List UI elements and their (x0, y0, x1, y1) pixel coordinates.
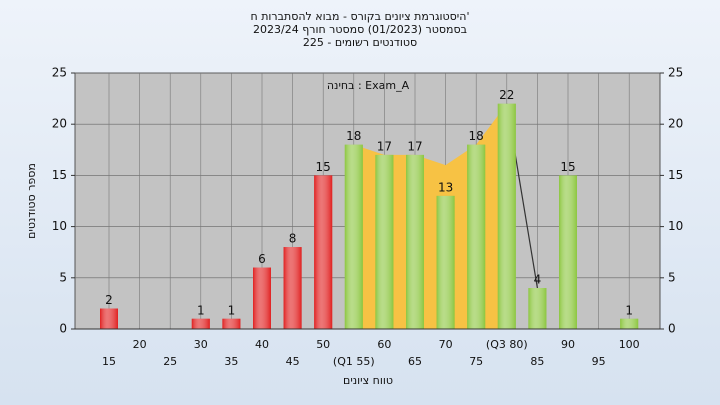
x-tick-label: 90 (561, 338, 575, 351)
data-label: 17 (407, 139, 422, 153)
data-label: 6 (258, 252, 266, 266)
data-label: 2 (105, 293, 113, 307)
y-tick-label: 5 (59, 270, 67, 284)
data-label: 15 (560, 160, 575, 174)
x-tick-label: 30 (194, 338, 208, 351)
data-label: 4 (534, 273, 542, 287)
x-tick-label: 40 (255, 338, 269, 351)
x-tick-label: 25 (163, 355, 177, 368)
bar-shade (406, 154, 424, 329)
bar-shade (528, 288, 547, 329)
bar-shade (620, 318, 639, 329)
bar-shade (375, 154, 394, 329)
bar-shade (283, 247, 302, 329)
x-tick-label: (Q3 80) (486, 338, 528, 351)
x-tick-label: 45 (286, 355, 300, 368)
bar-shade (467, 144, 486, 329)
y2-tick-label: 15 (668, 168, 683, 182)
x-tick-label: 20 (133, 338, 147, 351)
y2-tick-label: 10 (668, 219, 683, 233)
data-label: 17 (377, 139, 392, 153)
x-tick-label: 35 (224, 355, 238, 368)
x-axis-label: טווח ציונים (343, 374, 393, 387)
chart-title: היסטוגרמת ציונים בקורס - מבוא להסתברות ח… (251, 10, 470, 23)
x-tick-label: 50 (316, 338, 330, 351)
y2-tick-label: 5 (668, 270, 676, 284)
y-tick-label: 0 (59, 322, 67, 336)
x-tick-label: 85 (530, 355, 544, 368)
chart-title: סטודנטים רשומים - 225 (303, 36, 417, 49)
x-tick-label: 95 (592, 355, 606, 368)
y2-tick-label: 25 (668, 66, 683, 80)
y-tick-label: 15 (52, 168, 67, 182)
x-tick-label: (Q1 55) (333, 355, 375, 368)
annotation: בחינה : Exam_A (327, 79, 410, 92)
bar-shade (344, 144, 363, 329)
data-label: 1 (228, 303, 236, 317)
y-tick-label: 20 (52, 117, 67, 131)
x-tick-label: 70 (439, 338, 453, 351)
bar-shade (222, 318, 241, 329)
data-label: 13 (438, 180, 453, 194)
bar-shade (314, 175, 333, 329)
bar-shade (497, 103, 516, 329)
data-label: 1 (625, 303, 633, 317)
y2-tick-label: 0 (668, 322, 676, 336)
bar-shade (559, 175, 577, 329)
x-tick-label: 15 (102, 355, 116, 368)
bar-shade (191, 318, 210, 329)
x-tick-label: 65 (408, 355, 422, 368)
data-label: 1 (197, 303, 205, 317)
data-label: 18 (346, 129, 361, 143)
x-tick-label: 75 (469, 355, 483, 368)
bar-shade (253, 267, 271, 329)
y-axis-label: מספר סטודנטים (25, 163, 38, 239)
data-label: 22 (499, 88, 514, 102)
y-tick-label: 10 (52, 219, 67, 233)
data-label: 18 (469, 129, 484, 143)
data-label: 8 (289, 232, 297, 246)
y2-tick-label: 20 (668, 117, 683, 131)
data-label: 15 (316, 160, 331, 174)
bar-shade (100, 308, 118, 329)
x-tick-label: 100 (619, 338, 640, 351)
x-tick-label: 60 (377, 338, 391, 351)
chart-title: בסמסטר (01/2023) סמסטר חורף 2023/24 (253, 23, 467, 36)
y-tick-label: 25 (52, 66, 67, 80)
bar-shade (436, 195, 455, 329)
